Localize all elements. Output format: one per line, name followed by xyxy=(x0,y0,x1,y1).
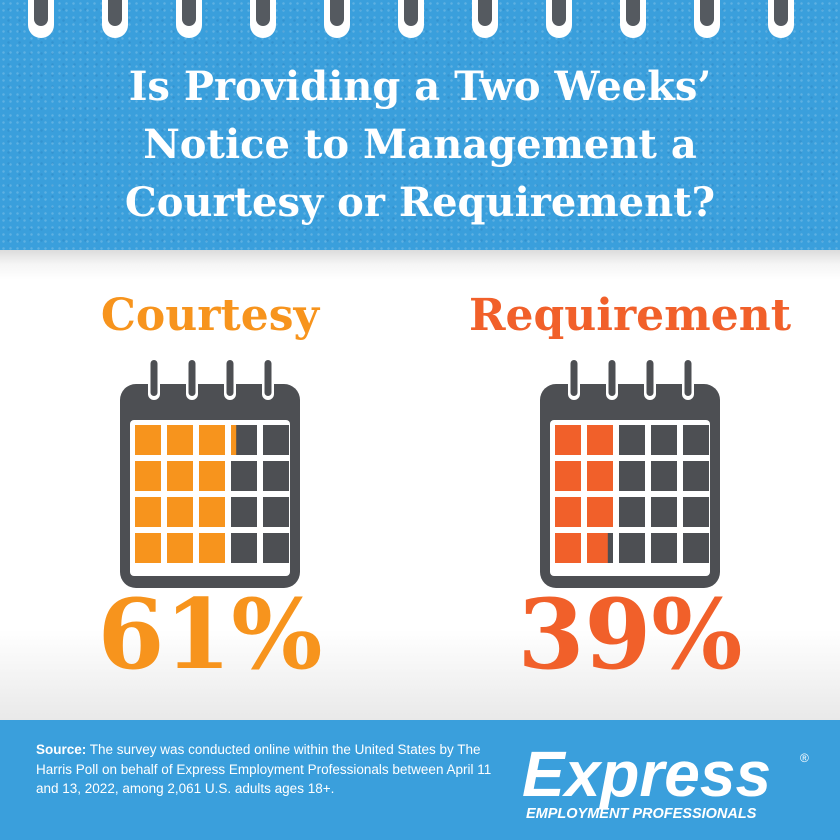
calendar-cell xyxy=(619,461,645,491)
source-label: Source: xyxy=(36,742,87,757)
binder-ring xyxy=(546,0,572,38)
value-label: 61% xyxy=(97,578,323,691)
calendar-cell xyxy=(651,497,677,527)
registered-mark: ® xyxy=(800,751,809,765)
requirement-panel: Requirement 39% xyxy=(420,250,840,720)
calendar-cell-fill xyxy=(167,533,193,563)
binder-ring xyxy=(398,0,424,38)
binder-ring xyxy=(324,0,350,38)
binder-ring xyxy=(472,0,498,38)
title-line: Notice to Management a xyxy=(143,121,697,168)
binder-ring xyxy=(620,0,646,38)
logo-wordmark: Express xyxy=(522,740,771,810)
calendar-cell xyxy=(231,533,257,563)
calendar-cell-fill xyxy=(555,497,581,527)
notebook-rings xyxy=(0,0,840,42)
calendar-cell-fill xyxy=(587,533,608,563)
binder-ring xyxy=(250,0,276,38)
calendar-cell xyxy=(231,461,257,491)
title-line: Is Providing a Two Weeks’ xyxy=(128,63,712,110)
calendar-ring xyxy=(226,360,234,396)
logo-tagline: EMPLOYMENT PROFESSIONALS xyxy=(526,806,757,822)
calendar-cell xyxy=(683,533,709,563)
calendar-icon xyxy=(540,360,720,588)
banner-texture xyxy=(0,0,840,250)
calendar-cell-fill xyxy=(555,533,581,563)
calendar-cell xyxy=(619,497,645,527)
footer: Source: The survey was conducted online … xyxy=(0,720,840,840)
calendar-cell xyxy=(683,497,709,527)
binder-ring xyxy=(102,0,128,38)
calendar-cell xyxy=(231,497,257,527)
courtesy-panel: Courtesy 61% xyxy=(0,250,420,720)
calendar-cell xyxy=(263,497,289,527)
calendar-ring xyxy=(608,360,616,396)
calendar-cell xyxy=(651,533,677,563)
calendar-cell xyxy=(683,425,709,455)
calendar-cell-fill xyxy=(199,425,225,455)
source-text: The survey was conducted online within t… xyxy=(36,742,492,796)
calendar-icon xyxy=(120,360,300,588)
calendar-cell-fill xyxy=(135,425,161,455)
calendar-ring xyxy=(264,360,272,396)
calendar-cell-fill xyxy=(199,497,225,527)
calendar-cell-fill xyxy=(231,425,237,455)
binder-ring xyxy=(694,0,720,38)
calendar-cell-fill xyxy=(167,497,193,527)
calendar-cell-fill xyxy=(167,425,193,455)
value-label: 39% xyxy=(517,578,743,691)
binder-ring xyxy=(28,0,54,38)
source-note: Source: The survey was conducted online … xyxy=(36,740,506,799)
calendar-ring xyxy=(188,360,196,396)
calendar-cell-fill xyxy=(587,461,613,491)
calendar-cell-fill xyxy=(587,425,613,455)
binder-ring xyxy=(768,0,794,38)
calendar-cell-fill xyxy=(555,425,581,455)
calendar-ring xyxy=(150,360,158,396)
calendar-ring xyxy=(684,360,692,396)
calendar-cell-fill xyxy=(199,533,225,563)
calendar-cell-fill xyxy=(135,533,161,563)
category-label: Courtesy xyxy=(100,290,320,341)
calendar-cell xyxy=(619,425,645,455)
title-line: Courtesy or Requirement? xyxy=(124,179,716,226)
category-label: Requirement xyxy=(468,290,792,341)
calendar-cell-fill xyxy=(135,461,161,491)
calendar-cell xyxy=(263,461,289,491)
calendar-cell xyxy=(683,461,709,491)
calendar-cell xyxy=(651,425,677,455)
calendar-cell-fill xyxy=(587,497,613,527)
calendar-cell xyxy=(263,533,289,563)
express-logo: Express ® EMPLOYMENT PROFESSIONALS xyxy=(522,740,809,822)
calendar-cell xyxy=(263,425,289,455)
calendar-cell xyxy=(619,533,645,563)
header-banner: Is Providing a Two Weeks’ Notice to Mana… xyxy=(0,0,840,250)
binder-ring xyxy=(176,0,202,38)
calendar-cell-fill xyxy=(135,497,161,527)
chart-area: Courtesy 61% Requirement 39% xyxy=(0,250,840,720)
calendar-cell xyxy=(651,461,677,491)
calendar-ring xyxy=(646,360,654,396)
calendar-cell-fill xyxy=(167,461,193,491)
calendar-cell-fill xyxy=(199,461,225,491)
calendar-ring xyxy=(570,360,578,396)
calendar-cell-fill xyxy=(555,461,581,491)
page-title: Is Providing a Two Weeks’ Notice to Mana… xyxy=(30,58,810,232)
